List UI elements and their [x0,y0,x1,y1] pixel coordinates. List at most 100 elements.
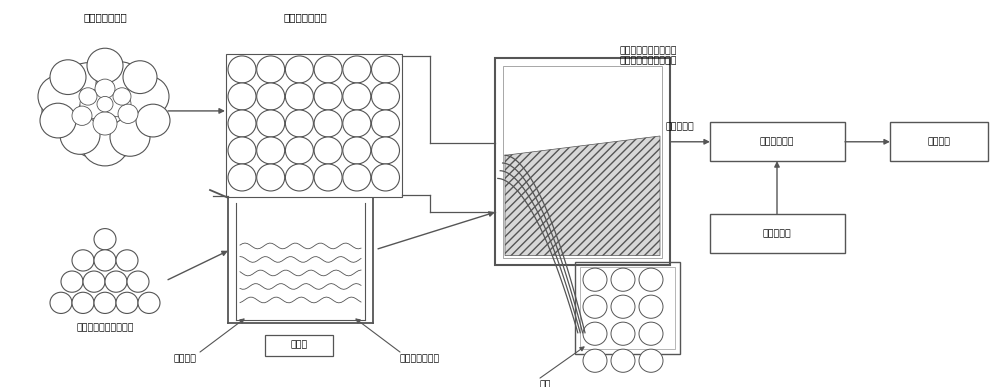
Circle shape [123,61,157,94]
Circle shape [343,56,371,83]
Circle shape [228,164,256,191]
Text: 多孔隙金属骨架: 多孔隙金属骨架 [283,12,327,22]
Circle shape [116,292,138,313]
Circle shape [50,60,86,94]
Circle shape [42,82,102,140]
Circle shape [343,110,371,137]
Circle shape [105,92,131,117]
Circle shape [583,322,607,345]
Circle shape [314,56,342,83]
Text: 高熵点金属粉末: 高熵点金属粉末 [83,12,127,22]
Text: 模具: 模具 [539,380,551,387]
Circle shape [94,250,116,271]
Circle shape [314,137,342,164]
Circle shape [110,118,150,156]
Text: 退火、冷却: 退火、冷却 [666,122,694,131]
Circle shape [611,349,635,372]
Circle shape [81,120,129,166]
Bar [575,262,680,354]
Circle shape [372,83,400,110]
Circle shape [94,229,116,250]
Circle shape [372,164,400,191]
Circle shape [136,104,170,137]
Circle shape [343,137,371,164]
Circle shape [79,88,97,105]
Circle shape [314,164,342,191]
Circle shape [611,322,635,345]
Circle shape [50,292,72,313]
Circle shape [113,88,131,105]
Bar [580,267,675,349]
Circle shape [343,164,371,191]
Bar [226,54,402,197]
Circle shape [63,63,113,111]
Circle shape [257,137,285,164]
Text: 机加工设备: 机加工设备 [763,229,791,238]
Circle shape [343,83,371,110]
Circle shape [639,322,663,345]
Circle shape [372,56,400,83]
Text: 白金崛埚: 白金崛埚 [174,354,196,363]
Circle shape [228,83,256,110]
Circle shape [93,112,117,135]
Circle shape [639,349,663,372]
Circle shape [257,164,285,191]
Polygon shape [505,136,660,255]
Text: 饄电陶瓷燕融液倒入多
孔隙金属骨架进行燕渗: 饄电陶瓷燕融液倒入多 孔隙金属骨架进行燕渗 [620,46,678,66]
Circle shape [583,349,607,372]
Circle shape [285,110,313,137]
Circle shape [611,268,635,291]
Text: 加热炉: 加热炉 [290,341,308,350]
Circle shape [72,250,94,271]
Circle shape [285,164,313,191]
Circle shape [95,79,115,98]
Circle shape [583,295,607,318]
Text: 饄电或反饄电陶瓷原料: 饄电或反饄电陶瓷原料 [76,324,134,332]
Circle shape [372,137,400,164]
Circle shape [285,137,313,164]
Circle shape [60,116,100,154]
Circle shape [96,62,144,108]
Circle shape [97,96,113,112]
Circle shape [116,250,138,271]
Circle shape [314,83,342,110]
Circle shape [138,292,160,313]
Bar [265,335,333,356]
Circle shape [285,56,313,83]
Circle shape [372,110,400,137]
Circle shape [285,83,313,110]
Circle shape [103,79,163,137]
Circle shape [611,295,635,318]
Circle shape [72,292,94,313]
Circle shape [105,271,127,292]
Text: 复合阴极材料: 复合阴极材料 [760,137,794,146]
Circle shape [257,83,285,110]
Circle shape [257,56,285,83]
Circle shape [38,75,82,118]
Circle shape [228,56,256,83]
Circle shape [583,268,607,291]
Circle shape [127,76,169,117]
Circle shape [80,90,110,119]
Circle shape [127,271,149,292]
Bar [503,65,662,257]
Text: 饄电陶瓷燕融液: 饄电陶瓷燕融液 [400,354,440,363]
Circle shape [228,110,256,137]
Bar [710,123,845,161]
Circle shape [118,104,138,123]
Text: 成形阴极: 成形阴极 [928,137,950,146]
Circle shape [83,271,105,292]
Bar [890,123,988,161]
Circle shape [94,292,116,313]
Circle shape [57,67,153,160]
Bar [495,58,670,265]
Circle shape [40,103,76,138]
Circle shape [639,295,663,318]
Circle shape [228,137,256,164]
Circle shape [257,110,285,137]
Circle shape [314,110,342,137]
Circle shape [61,271,83,292]
Bar [710,214,845,253]
Circle shape [72,106,92,125]
Circle shape [87,48,123,83]
